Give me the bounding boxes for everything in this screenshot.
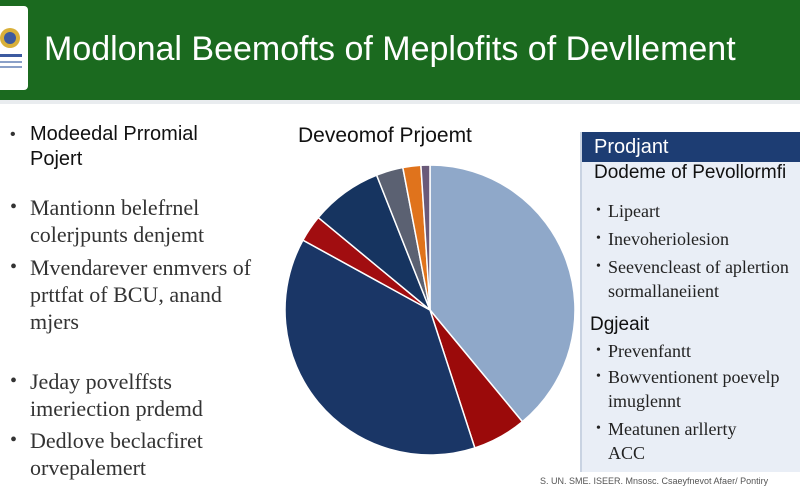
panel-header: Prodjant: [582, 132, 800, 162]
panel-subheader: Dodeme of Pevollormfi: [594, 162, 787, 183]
slide-title: Modlonal Beemofts of Meplofits of Devlle…: [44, 30, 736, 68]
panel-bullet-continued: ACC: [608, 443, 646, 463]
panel-bullet-continued: sormallaneiient: [608, 281, 719, 301]
chart-title: Deveomof Prjoemt: [298, 124, 472, 147]
slide-header: Modlonal Beemofts of Meplofits of Devlle…: [0, 0, 800, 104]
pie-slice-8: [420, 165, 431, 311]
pie-slice-3: [284, 239, 476, 455]
bullet-item-2: Mantionn belefrnel colerjpunts denjemt: [8, 194, 204, 248]
bullet-item-4: Jeday povelffsts imeriection prdemd: [8, 368, 203, 422]
bullet-item-3: Mvendarever enmvers of prttfat of BCU, a…: [8, 254, 251, 335]
panel-bullet: Meatunen arllerty: [596, 418, 736, 440]
info-panel: Prodjant Dodeme of Pevollormfi Lipeart I…: [580, 132, 800, 472]
bullet-item-5: Dedlove beclacfiret orvepalemert: [8, 427, 203, 481]
emblem-logo: [0, 6, 28, 90]
pie-chart: [284, 165, 576, 455]
panel-bullet: Inevoheriolesion: [596, 228, 729, 250]
panel-bullet: Bowventionent poevelp: [596, 366, 779, 388]
panel-bullet: Prevenfantt: [596, 340, 691, 362]
panel-bullet-continued: imuglennt: [608, 391, 681, 411]
panel-bullet: Lipeart: [596, 200, 660, 222]
footer-credit: S. UN. SME. ISEER. Mnsosc. Csaeyfnevot A…: [540, 476, 769, 486]
panel-section-title: Dgjeait: [590, 314, 650, 335]
pie-slice-1: [429, 165, 576, 423]
panel-bullet: Seevencleast of aplertion: [596, 256, 789, 278]
bullet-item-1: Modeedal Prromial Pojert: [8, 122, 198, 172]
